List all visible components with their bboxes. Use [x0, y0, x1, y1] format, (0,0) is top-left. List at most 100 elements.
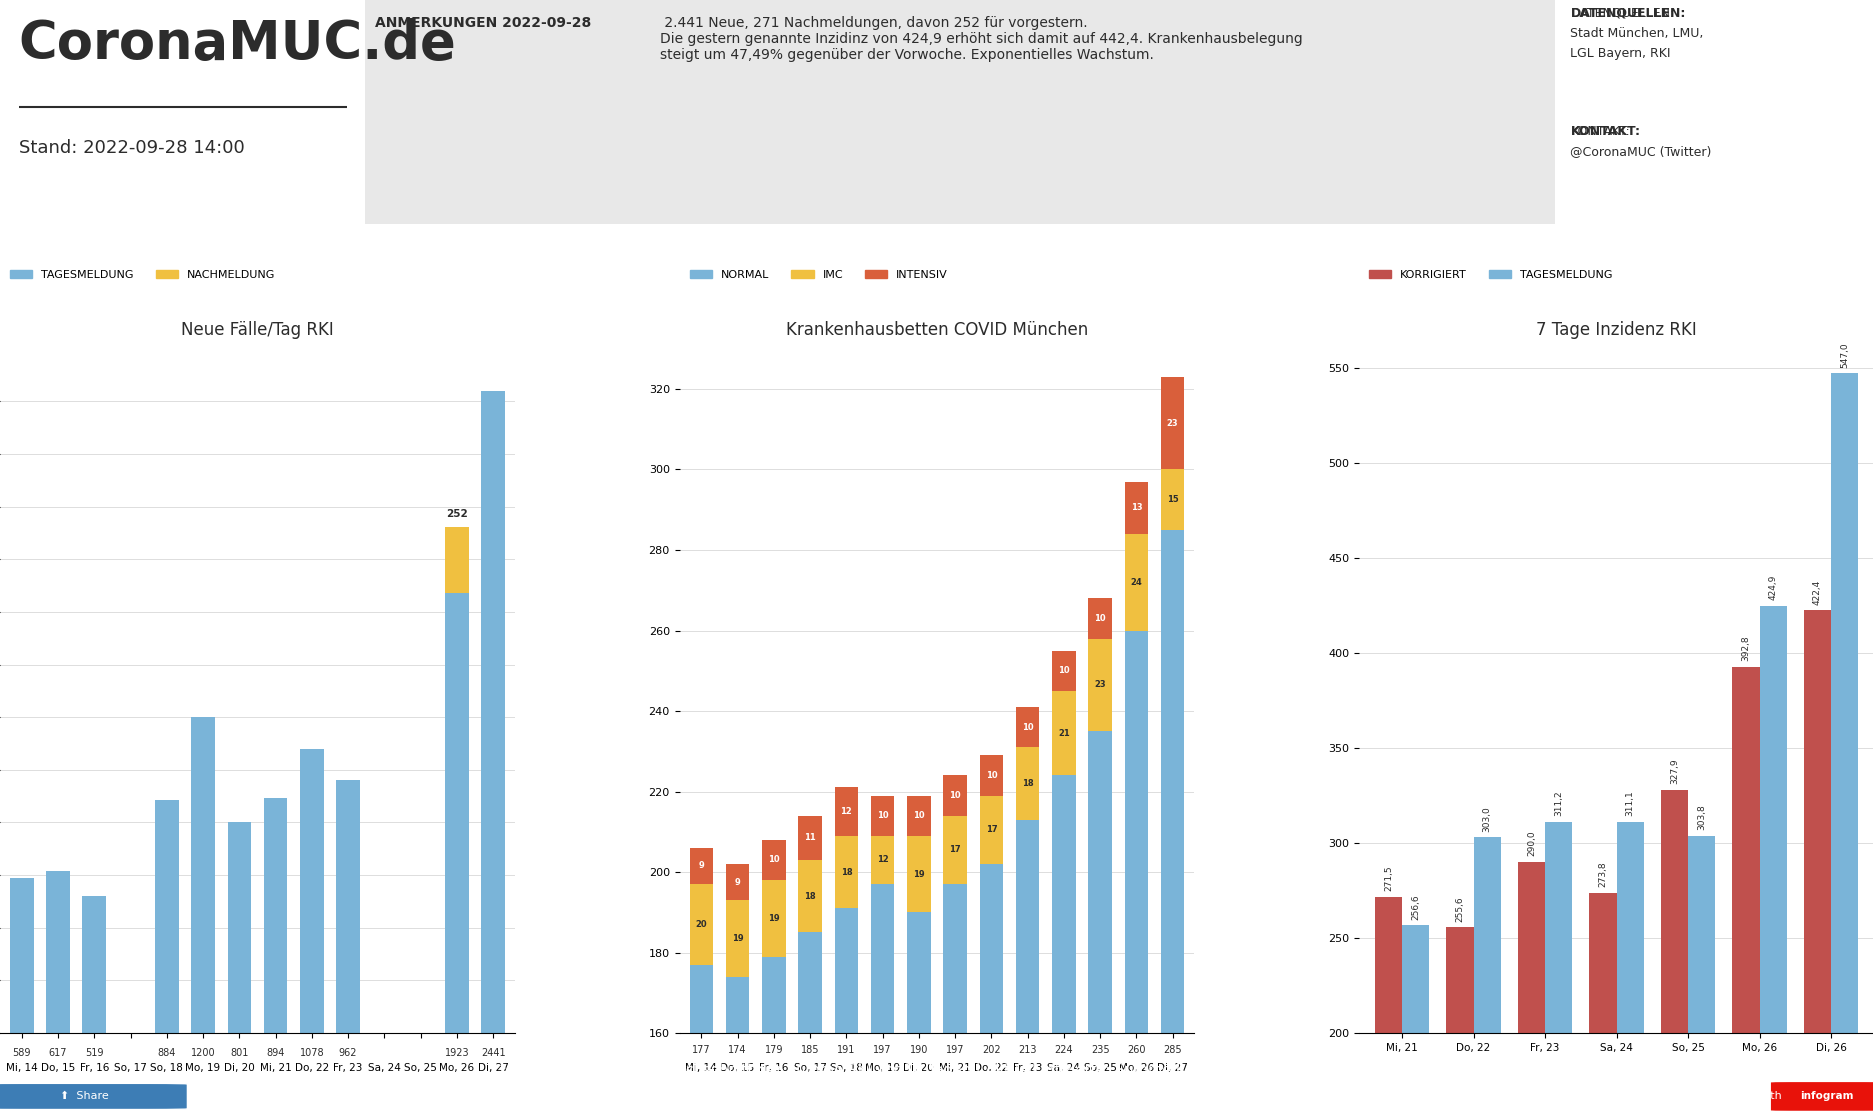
Legend: KORRIGIERT, TAGESMELDUNG: KORRIGIERT, TAGESMELDUNG [1364, 266, 1616, 285]
Text: 10: 10 [768, 855, 779, 864]
Bar [1015, 747, 1040, 820]
Bar [1088, 732, 1111, 1112]
Text: Gesamt: 2.226: Gesamt: 2.226 [421, 320, 515, 334]
Bar [833, 787, 858, 836]
Bar [762, 880, 785, 956]
Text: KRANKENHAUSBETTEN COVID: KRANKENHAUSBETTEN COVID [989, 232, 1197, 246]
Text: 422,4: 422,4 [1811, 579, 1821, 605]
Text: 884: 884 [157, 1048, 176, 1058]
Bar [1124, 631, 1148, 1112]
Text: 179: 179 [764, 1045, 783, 1055]
Text: ANMERKUNGEN 2022-09-28: ANMERKUNGEN 2022-09-28 [375, 16, 590, 30]
Text: 2.441 Neue, 271 Nachmeldungen, davon 252 für vorgestern.
Die gestern genannte In: 2.441 Neue, 271 Nachmeldungen, davon 252… [659, 16, 1302, 62]
Legend: NORMAL, IMC, INTENSIV: NORMAL, IMC, INTENSIV [686, 266, 951, 285]
Bar [1159, 469, 1184, 530]
Text: 12: 12 [877, 855, 888, 864]
Bar [444, 593, 468, 1033]
FancyBboxPatch shape [0, 1083, 187, 1110]
Bar [980, 795, 1002, 864]
Bar [1088, 598, 1111, 638]
Text: 547,0: 547,0 [1839, 342, 1849, 368]
Title: 7 Tage Inzidenz RKI: 7 Tage Inzidenz RKI [1536, 321, 1697, 339]
Text: 18: 18 [1021, 780, 1032, 788]
Bar [907, 795, 931, 836]
Text: 17: 17 [950, 845, 961, 854]
Text: AKTUELL INFIZIERTE*: AKTUELL INFIZIERTE* [706, 232, 856, 246]
Bar [689, 964, 714, 1112]
Text: Di-Sa, nicht nach
Feiertagen: Di-Sa, nicht nach Feiertagen [1663, 304, 1770, 334]
Bar [335, 780, 360, 1033]
Bar [1015, 707, 1040, 747]
Text: 19: 19 [912, 870, 923, 878]
Text: 10: 10 [950, 791, 961, 800]
Text: 285: 285 [1163, 1045, 1182, 1055]
Text: 202: 202 [981, 1045, 1000, 1055]
Text: 174: 174 [729, 1045, 747, 1055]
Text: 197: 197 [946, 1045, 965, 1055]
FancyBboxPatch shape [1770, 1082, 1873, 1111]
Text: 23: 23 [1212, 271, 1255, 300]
Bar [1804, 610, 1830, 1112]
Bar [1401, 925, 1429, 1112]
Bar [1659, 790, 1688, 1112]
Text: 1078: 1078 [300, 1048, 324, 1058]
Bar [1088, 638, 1111, 732]
Bar [82, 896, 107, 1033]
Bar [1759, 606, 1785, 1112]
Bar [798, 816, 822, 860]
Text: Stand: 2022-09-28 14:00: Stand: 2022-09-28 14:00 [19, 139, 243, 157]
Bar [833, 836, 858, 909]
Text: CoronaMUC.de: CoronaMUC.de [19, 18, 457, 70]
Bar [1688, 836, 1714, 1112]
Bar [1375, 897, 1401, 1112]
Bar [300, 749, 324, 1033]
Bar [725, 901, 749, 976]
Text: 23: 23 [1167, 419, 1178, 428]
Bar [9, 878, 34, 1033]
Text: 801: 801 [230, 1048, 249, 1058]
Text: 9: 9 [699, 862, 704, 871]
Text: 271,5: 271,5 [1384, 866, 1392, 892]
Bar [762, 840, 785, 880]
Text: 547,0: 547,0 [1652, 271, 1783, 314]
Bar [1124, 534, 1148, 631]
Bar [1543, 822, 1571, 1112]
Text: 10: 10 [1058, 666, 1069, 675]
Bar [1159, 377, 1184, 469]
Bar [1517, 862, 1543, 1112]
Text: 13: 13 [1129, 504, 1143, 513]
Text: 303,0: 303,0 [1482, 806, 1491, 832]
Text: 17: 17 [985, 825, 996, 834]
Bar [907, 912, 931, 1112]
Text: 252: 252 [446, 509, 468, 519]
Text: infogram: infogram [1800, 1092, 1852, 1101]
Text: 24: 24 [1129, 578, 1143, 587]
Text: REPRODUKTIONSWERT: REPRODUKTIONSWERT [1324, 232, 1485, 246]
Bar [47, 871, 69, 1033]
Text: 177: 177 [691, 1045, 710, 1055]
Text: 10: 10 [985, 771, 996, 780]
Text: 213: 213 [1017, 1045, 1036, 1055]
Bar [1588, 893, 1616, 1112]
Text: +7: +7 [436, 271, 500, 314]
Text: 311,2: 311,2 [1553, 791, 1562, 816]
Text: BESTÄTIGTE FÄLLE: BESTÄTIGTE FÄLLE [92, 232, 221, 246]
Text: INZIDENZ RKI: INZIDENZ RKI [1669, 232, 1764, 246]
Text: 10: 10 [1094, 614, 1105, 623]
Bar [1051, 775, 1075, 1112]
Text: 894: 894 [266, 1048, 285, 1058]
Text: KONTAKT:: KONTAKT: [1570, 126, 1639, 138]
Text: 15: 15 [1167, 495, 1178, 504]
Text: 260: 260 [1126, 1045, 1144, 1055]
Bar [798, 932, 822, 1112]
Bar [227, 822, 251, 1033]
Text: KONTAKT:
@CoronaMUC (Twitter): KONTAKT: @CoronaMUC (Twitter) [1570, 126, 1710, 158]
Text: 197: 197 [873, 1045, 892, 1055]
Text: +2.706: +2.706 [73, 271, 240, 314]
Text: NORMAL: NORMAL [927, 324, 976, 334]
Text: 589: 589 [13, 1048, 32, 1058]
Bar [1051, 651, 1075, 691]
Text: 235: 235 [1090, 1045, 1109, 1055]
Text: 10: 10 [1021, 723, 1032, 732]
Text: 18: 18 [804, 892, 815, 901]
